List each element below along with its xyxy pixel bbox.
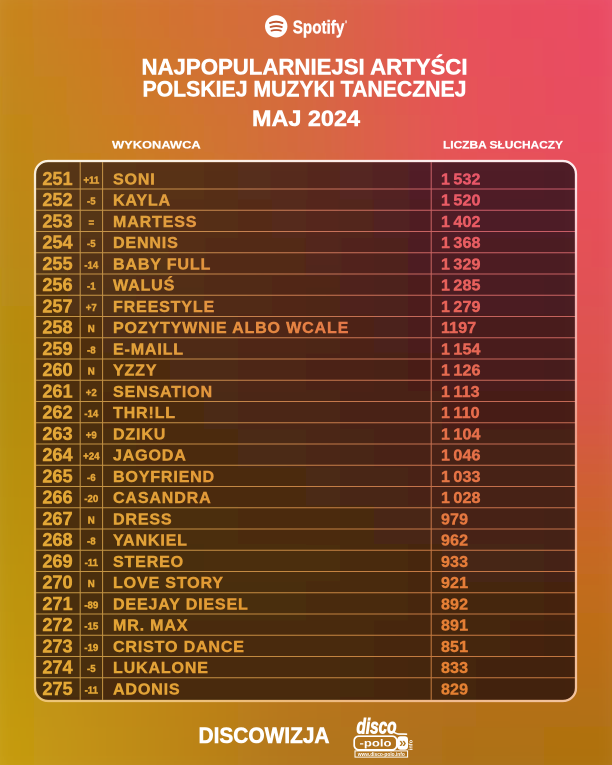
svg-text:POLSKIEJ MUZYKI TANECZNEJ: POLSKIEJ MUZYKI TANECZNEJ <box>143 76 467 101</box>
svg-text:www.disco-polo.info: www.disco-polo.info <box>357 752 405 758</box>
svg-text:LICZBA SŁUCHACZY: LICZBA SŁUCHACZY <box>443 140 564 152</box>
svg-text:NAJPOPULARNIEJSI ARTYŚCI: NAJPOPULARNIEJSI ARTYŚCI <box>142 54 468 79</box>
svg-text:disco: disco <box>357 716 397 739</box>
svg-text:info: info <box>409 739 415 750</box>
svg-text:-polo: -polo <box>360 739 392 750</box>
svg-text:MAJ 2024: MAJ 2024 <box>252 106 361 131</box>
svg-text:WYKONAWCA: WYKONAWCA <box>112 140 201 152</box>
svg-text:Spotify: Spotify <box>293 17 345 38</box>
svg-text:»: » <box>399 735 406 750</box>
svg-text:DISCOWIZJA: DISCOWIZJA <box>199 723 330 748</box>
